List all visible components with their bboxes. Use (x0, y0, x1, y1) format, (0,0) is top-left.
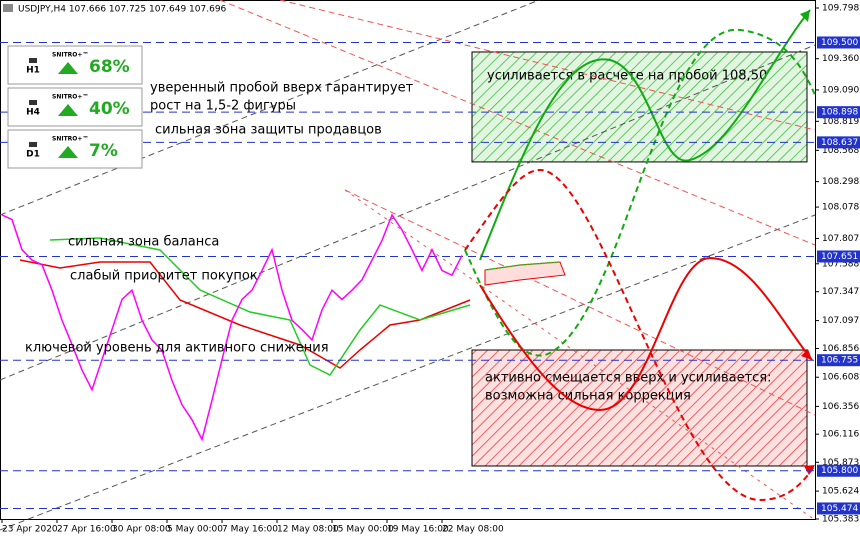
x-tick-label: 15 May 00:00 (332, 525, 394, 535)
level-badge (817, 250, 860, 263)
axis-bg (816, 0, 860, 538)
annotation: сильная зона баланса (68, 235, 219, 250)
level-badge (817, 502, 860, 515)
y-tick-label: 105.873 (822, 458, 859, 468)
level-label: 105.474 (821, 504, 858, 514)
panel-arrow (58, 62, 78, 74)
level-label: 106.755 (821, 356, 858, 366)
panel (7, 129, 143, 169)
y-tick-label: 106.116 (822, 430, 859, 440)
panel-timeframe: D1 (26, 150, 40, 160)
panel-brand: SNITRO+™ (52, 52, 88, 59)
x-tick-label: 19 May 16:00 (387, 525, 449, 535)
panel-percent: 7% (89, 141, 118, 161)
zone-label: усиливается в расчете на пробой 108,50 (487, 69, 767, 84)
channel-line (219, 0, 816, 246)
price-line (1, 213, 463, 442)
trend-lines (0, 0, 816, 531)
panel-brand: SNITRO+™ (52, 136, 88, 143)
panel-percent: 68% (89, 57, 130, 77)
level-badge (817, 464, 860, 477)
title-icon (3, 4, 13, 12)
annotations: USDJPY,H4 107.666 107.725 107.649 107.69… (3, 4, 414, 356)
annotation: сильная зона защиты продавцов (155, 123, 382, 138)
projection-path (479, 256, 813, 412)
annotation: ключевой уровень для активного снижения (25, 341, 329, 356)
y-tick-label: 105.624 (822, 487, 859, 497)
panel-percent: 40% (89, 99, 130, 119)
y-tick-label: 106.608 (822, 373, 859, 383)
arrow-head (801, 349, 812, 360)
annotation: рост на 1,5-2 фигуры (150, 99, 296, 114)
x-tick-label: 7 May 16:00 (222, 525, 278, 535)
channel-line (0, 214, 816, 531)
y-tick-label: 107.097 (822, 316, 859, 326)
level-badge (817, 36, 860, 49)
chart-title: USDJPY,H4 107.666 107.725 107.649 107.69… (18, 5, 227, 15)
arrow-head (804, 465, 815, 475)
y-tick-label: 107.588 (822, 259, 859, 269)
channel-line (279, 0, 816, 131)
y-tick-label: 109.360 (822, 54, 859, 64)
x-tick-label: 27 Apr 16:00 (57, 525, 116, 535)
panel-icon (29, 58, 37, 63)
y-tick-label: 109.798 (822, 4, 859, 14)
y-tick-label: 108.078 (822, 203, 859, 213)
panel (7, 45, 143, 85)
y-tick-label: 107.347 (822, 287, 859, 297)
panel-icon (29, 100, 37, 105)
panel-timeframe: H1 (26, 66, 40, 76)
level-label: 105.800 (821, 466, 858, 476)
level-badge (817, 106, 860, 119)
y-tick-label: 108.298 (822, 177, 859, 187)
x-tick-label: 30 Apr 08:00 (112, 525, 171, 535)
ichimoku-line (19, 259, 471, 369)
level-label: 109.500 (821, 38, 858, 48)
y-tick-label: 106.856 (822, 344, 859, 354)
level-badge (817, 136, 860, 149)
y-tick-label: 108.568 (822, 146, 859, 156)
level-label: 108.898 (821, 108, 858, 118)
ichimoku-line (49, 237, 471, 376)
annotation: уверенный пробой вверх гарантирует (150, 81, 414, 96)
y-tick-label: 108.819 (822, 117, 859, 127)
y-tick-label: 106.356 (822, 402, 859, 412)
x-tick-label: 23 Apr 2020 (2, 525, 58, 535)
projection-path (479, 9, 811, 261)
panel-arrow (58, 104, 78, 116)
zone-label: активно смещается вверх и усиливается: (485, 371, 772, 386)
panel-brand: SNITRO+™ (52, 94, 88, 101)
x-tick-label: 5 May 00:00 (167, 525, 223, 535)
level-label: 107.651 (821, 252, 858, 262)
y-tick-label: 109.090 (822, 85, 859, 95)
zone (471, 349, 808, 467)
panel-timeframe: H4 (26, 108, 40, 118)
panel-arrow (58, 146, 78, 158)
cloud (484, 261, 566, 286)
x-tick-label: 12 May 08:00 (277, 525, 339, 535)
arrow-head (800, 10, 810, 22)
x-tick-label: 22 May 08:00 (442, 525, 504, 535)
channel-line (344, 189, 816, 416)
y-tick-label: 107.807 (822, 234, 859, 244)
annotation: слабый приоритет покупок (70, 269, 258, 284)
plot-frame (0, 0, 816, 520)
channel-line (0, 44, 816, 381)
level-label: 108.637 (821, 138, 858, 148)
panel-icon (29, 142, 37, 147)
zone-label: возможна сильная коррекция (485, 389, 691, 404)
panel (7, 87, 143, 127)
level-badge (817, 354, 860, 367)
y-tick-label: 105.383 (822, 515, 859, 525)
projection-path (464, 28, 816, 357)
